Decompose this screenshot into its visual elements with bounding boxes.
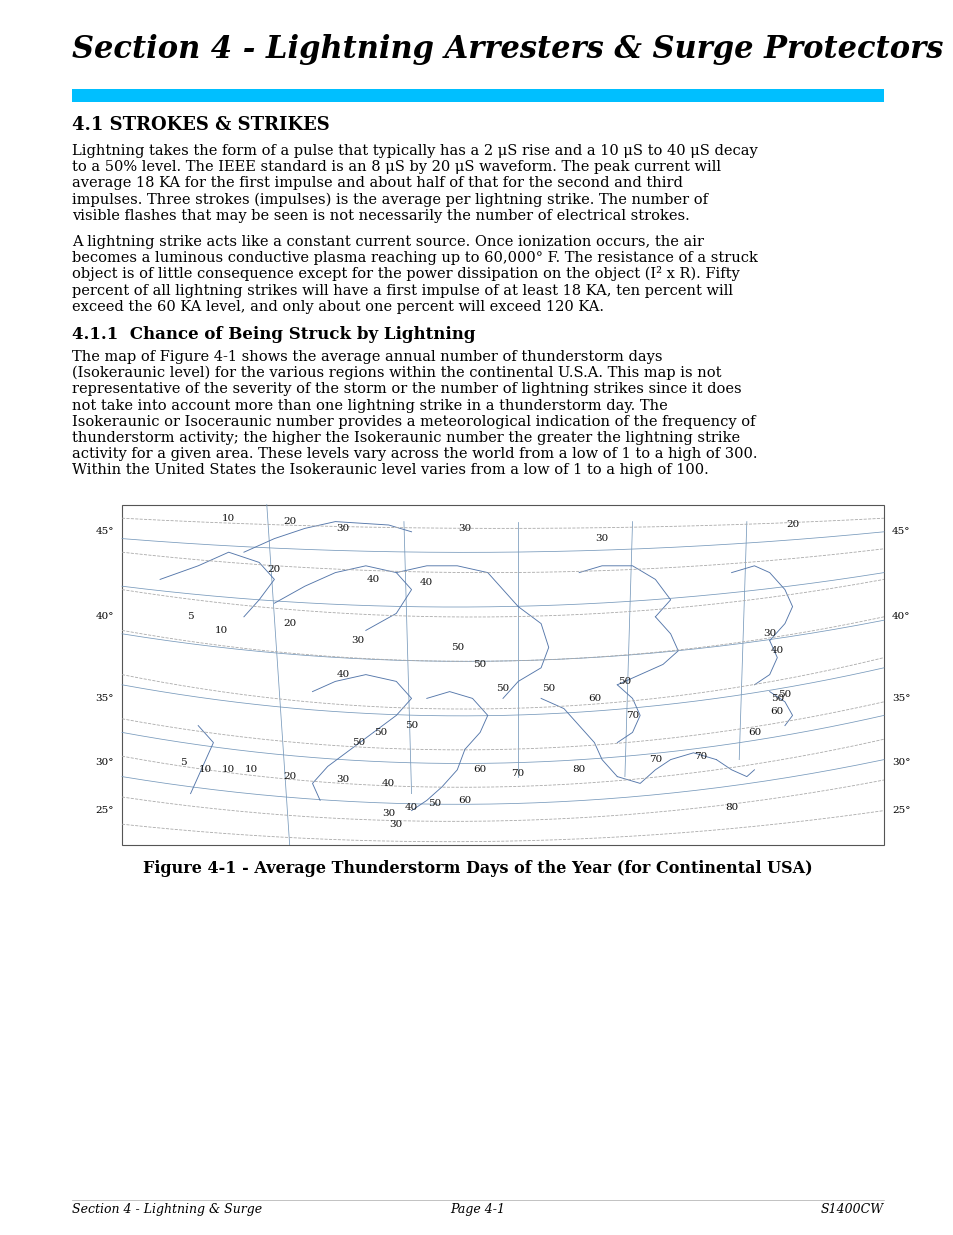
Text: 20: 20 (785, 520, 799, 530)
Text: 70: 70 (511, 768, 524, 778)
Text: 30: 30 (762, 630, 776, 638)
Text: 60: 60 (770, 708, 783, 716)
Text: thunderstorm activity; the higher the Isokeraunic number the greater the lightni: thunderstorm activity; the higher the Is… (71, 431, 740, 445)
Text: 50: 50 (496, 684, 509, 693)
Text: 20: 20 (268, 564, 281, 574)
Text: 40: 40 (336, 671, 349, 679)
Text: 50: 50 (450, 643, 463, 652)
Text: 60: 60 (587, 694, 600, 703)
Text: 40: 40 (770, 646, 783, 656)
Text: to a 50% level. The IEEE standard is an 8 μS by 20 μS waveform. The peak current: to a 50% level. The IEEE standard is an … (71, 161, 720, 174)
Text: 50: 50 (618, 677, 631, 685)
Text: 70: 70 (694, 752, 707, 761)
Text: 50: 50 (375, 727, 387, 737)
Text: 10: 10 (214, 626, 228, 635)
Text: Page 4-1: Page 4-1 (450, 1203, 505, 1216)
Text: object is of little consequence except for the power dissipation on the object (: object is of little consequence except f… (71, 267, 739, 282)
Text: A lightning strike acts like a constant current source. Once ionization occurs, : A lightning strike acts like a constant … (71, 235, 703, 249)
Text: 20: 20 (283, 619, 296, 629)
Text: 50: 50 (404, 721, 417, 730)
Text: Lightning takes the form of a pulse that typically has a 2 μS rise and a 10 μS t: Lightning takes the form of a pulse that… (71, 144, 757, 158)
Text: 50: 50 (778, 690, 791, 699)
Text: 45°: 45° (891, 527, 909, 536)
Text: 25°: 25° (95, 806, 113, 815)
Text: 40°: 40° (95, 613, 113, 621)
Text: 70: 70 (625, 711, 639, 720)
Text: not take into account more than one lightning strike in a thunderstorm day. The: not take into account more than one ligh… (71, 399, 667, 412)
Text: 40: 40 (367, 576, 379, 584)
Text: 30°: 30° (891, 758, 909, 767)
Text: Section 4 - Lightning & Surge: Section 4 - Lightning & Surge (71, 1203, 262, 1216)
Text: 50: 50 (427, 799, 440, 808)
Text: 4.1.1  Chance of Being Struck by Lightning: 4.1.1 Chance of Being Struck by Lightnin… (71, 326, 475, 343)
Text: Section 4 - Lightning Arresters & Surge Protectors: Section 4 - Lightning Arresters & Surge … (71, 35, 943, 65)
Text: representative of the severity of the storm or the number of lightning strikes s: representative of the severity of the st… (71, 383, 740, 396)
Text: 25°: 25° (891, 806, 909, 815)
Text: 50: 50 (352, 739, 364, 747)
Text: becomes a luminous conductive plasma reaching up to 60,000° F. The resistance of: becomes a luminous conductive plasma rea… (71, 251, 757, 266)
Text: 30: 30 (381, 809, 395, 819)
Text: 50: 50 (473, 659, 486, 669)
Text: 5: 5 (187, 613, 193, 621)
Text: 45°: 45° (95, 527, 113, 536)
Text: 30: 30 (457, 524, 471, 532)
Text: impulses. Three strokes (impulses) is the average per lightning strike. The numb: impulses. Three strokes (impulses) is th… (71, 193, 707, 206)
Text: 60: 60 (457, 795, 471, 805)
Bar (71, 89, 883, 103)
Text: 35°: 35° (891, 694, 909, 703)
Text: 40: 40 (381, 779, 395, 788)
Text: activity for a given area. These levels vary across the world from a low of 1 to: activity for a given area. These levels … (71, 447, 757, 461)
Text: 5: 5 (179, 758, 186, 767)
Text: 60: 60 (747, 727, 760, 737)
Text: 10: 10 (222, 514, 235, 522)
Text: 30: 30 (389, 820, 402, 829)
Text: Figure 4-1 - Average Thunderstorm Days of the Year (for Continental USA): Figure 4-1 - Average Thunderstorm Days o… (143, 860, 812, 877)
Text: 70: 70 (648, 755, 661, 764)
Text: 10: 10 (199, 766, 213, 774)
Text: (Isokeraunic level) for the various regions within the continental U.S.A. This m: (Isokeraunic level) for the various regi… (71, 366, 720, 380)
Text: 10: 10 (245, 766, 258, 774)
Text: 50: 50 (541, 684, 555, 693)
Text: 30: 30 (336, 776, 349, 784)
Text: 20: 20 (283, 772, 296, 781)
Text: 80: 80 (572, 766, 585, 774)
Text: visible flashes that may be seen is not necessarily the number of electrical str: visible flashes that may be seen is not … (71, 209, 689, 222)
Bar (122, 505, 883, 845)
Text: Within the United States the Isokeraunic level varies from a low of 1 to a high : Within the United States the Isokeraunic… (71, 463, 708, 478)
Text: 35°: 35° (95, 694, 113, 703)
Text: 20: 20 (283, 517, 296, 526)
Text: 30: 30 (336, 524, 349, 532)
Text: average 18 KA for the first impulse and about half of that for the second and th: average 18 KA for the first impulse and … (71, 177, 682, 190)
Text: 4.1 STROKES & STRIKES: 4.1 STROKES & STRIKES (71, 116, 330, 135)
Text: S1400CW: S1400CW (820, 1203, 883, 1216)
Text: exceed the 60 KA level, and only about one percent will exceed 120 KA.: exceed the 60 KA level, and only about o… (71, 300, 603, 314)
Text: 80: 80 (724, 803, 738, 811)
Text: The map of Figure 4-1 shows the average annual number of thunderstorm days: The map of Figure 4-1 shows the average … (71, 350, 661, 364)
Text: 40: 40 (404, 803, 417, 811)
Text: 40°: 40° (891, 613, 909, 621)
Text: 30: 30 (595, 534, 608, 543)
Text: 30°: 30° (95, 758, 113, 767)
Text: 40: 40 (419, 578, 433, 588)
Text: 50: 50 (770, 694, 783, 703)
Text: 30: 30 (352, 636, 364, 645)
Text: 60: 60 (473, 766, 486, 774)
Text: percent of all lightning strikes will have a first impulse of at least 18 KA, te: percent of all lightning strikes will ha… (71, 284, 732, 298)
Text: 10: 10 (222, 766, 235, 774)
Text: Isokeraunic or Isoceraunic number provides a meteorological indication of the fr: Isokeraunic or Isoceraunic number provid… (71, 415, 755, 429)
